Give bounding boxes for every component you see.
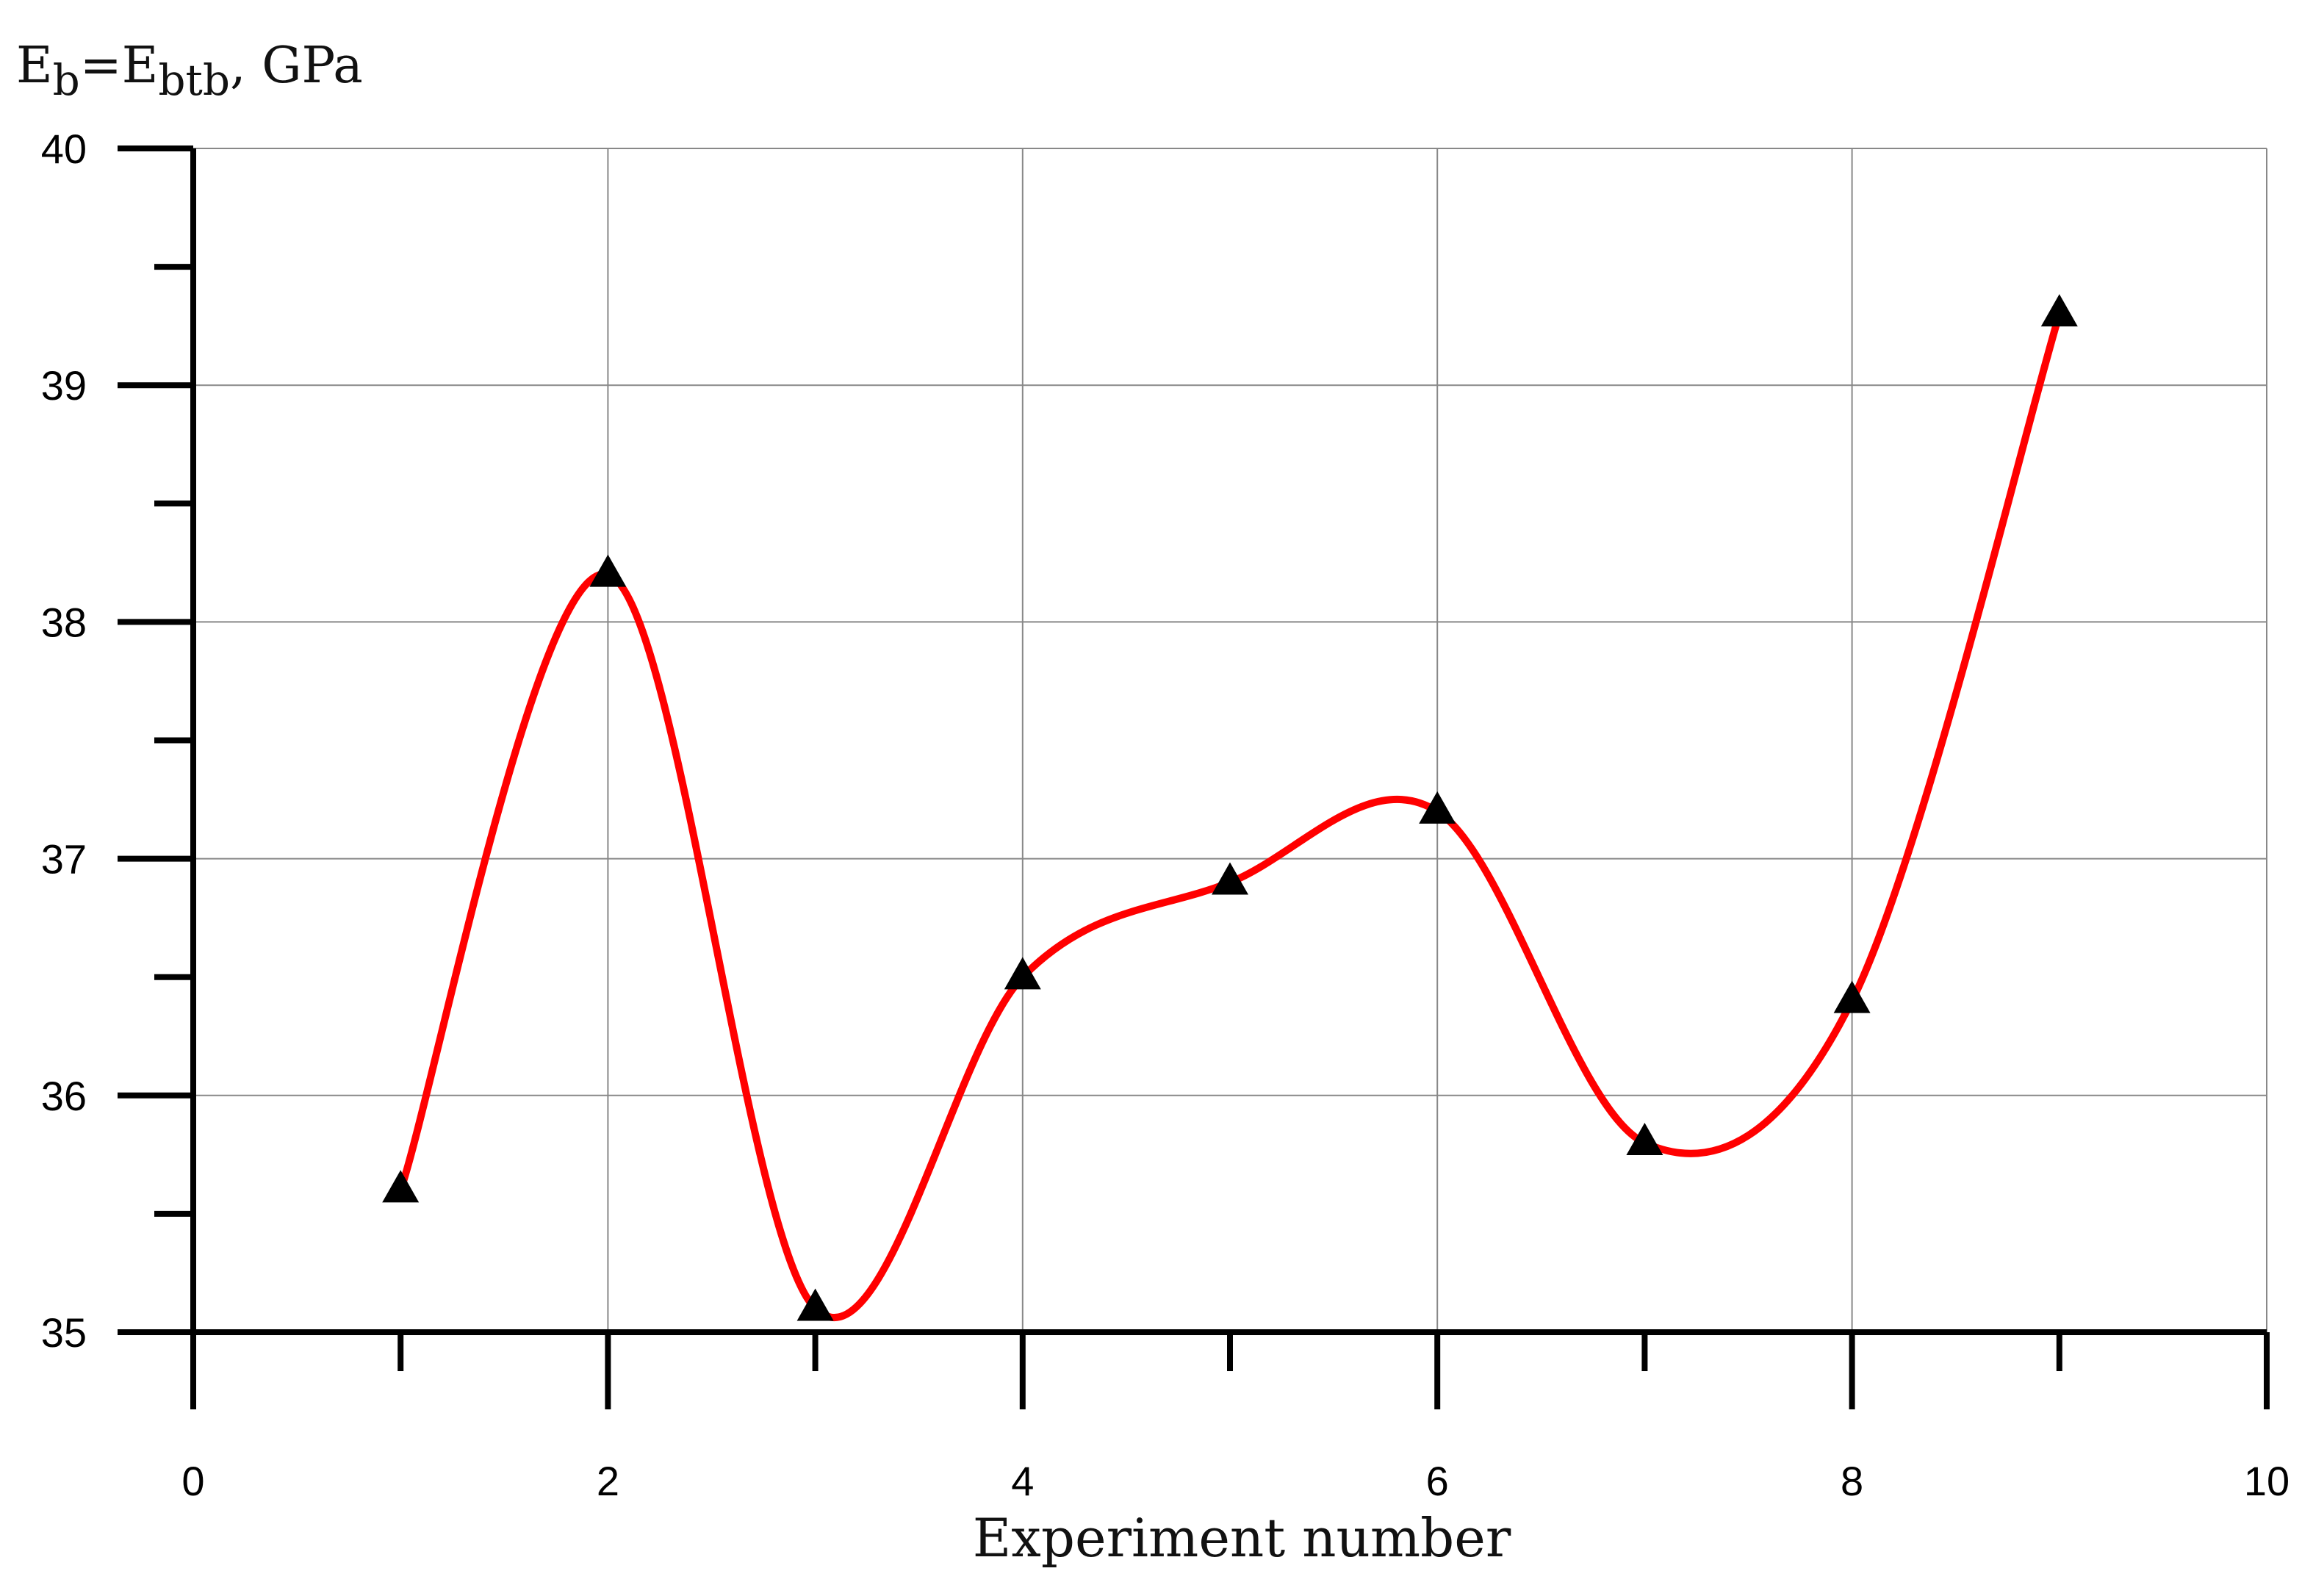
y-tick-label: 35 — [41, 1309, 87, 1356]
x-tick-label: 4 — [1011, 1458, 1034, 1504]
y-label-subscript: btb — [158, 55, 230, 105]
x-tick-label: 2 — [597, 1458, 619, 1504]
data-point-marker — [589, 554, 627, 587]
data-point-marker — [1626, 1122, 1663, 1155]
x-tick-label: 8 — [1841, 1458, 1863, 1504]
y-tick-label: 37 — [41, 836, 87, 883]
y-tick-label: 40 — [41, 126, 87, 172]
y-label-text: =E — [80, 37, 159, 95]
x-tick-label: 6 — [1426, 1458, 1449, 1504]
x-tick-label: 0 — [181, 1458, 204, 1504]
data-point-marker — [1833, 980, 1871, 1013]
grid — [193, 148, 2267, 1332]
series-line — [397, 310, 2063, 1321]
x-axis-label: Experiment number — [973, 1507, 1511, 1569]
y-label-text: E — [16, 37, 53, 95]
data-markers — [382, 294, 2078, 1321]
x-tick-label: 10 — [2244, 1458, 2289, 1504]
data-point-marker — [1212, 862, 1248, 895]
y-tick-label: 39 — [41, 362, 87, 409]
data-point-marker — [2040, 294, 2078, 327]
y-label-subscript: b — [53, 55, 80, 105]
series-curve — [397, 310, 2063, 1321]
data-point-marker — [1004, 957, 1041, 990]
axes — [118, 145, 2270, 1409]
data-point-marker — [1419, 791, 1456, 824]
y-label-text: , GPa — [230, 37, 363, 95]
data-point-marker — [796, 1288, 834, 1321]
data-point-marker — [382, 1170, 420, 1203]
y-tick-label: 36 — [41, 1073, 87, 1119]
tick-labels: 35 36 37 38 39 40 0 2 4 6 8 10 — [41, 126, 2289, 1504]
y-axis-label: Eb=Ebtb, GPa — [16, 37, 363, 105]
y-tick-label: 38 — [41, 599, 87, 645]
